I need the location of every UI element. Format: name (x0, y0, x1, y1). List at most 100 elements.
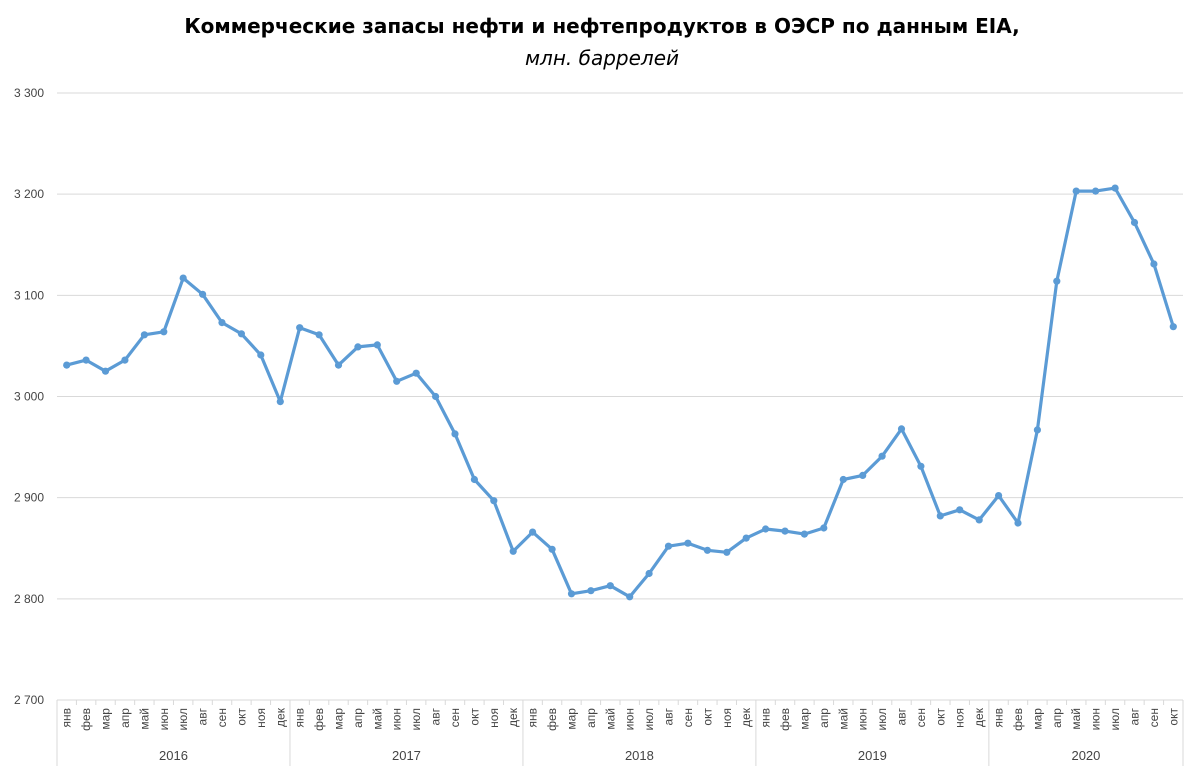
data-point (762, 525, 770, 533)
data-point (393, 377, 401, 385)
data-point (820, 524, 828, 532)
month-label: апр (584, 708, 598, 728)
month-label: ноя (720, 708, 734, 728)
data-point (1150, 260, 1158, 268)
month-label: апр (118, 708, 132, 728)
y-tick-label: 2 900 (14, 491, 44, 505)
data-point (800, 530, 809, 538)
data-point (529, 528, 537, 536)
month-label: авг (662, 707, 676, 725)
month-label: фев (778, 708, 792, 731)
month-label: мар (1030, 708, 1044, 730)
month-label: фев (312, 708, 326, 731)
data-point (63, 361, 71, 369)
y-tick-label: 3 300 (14, 86, 44, 100)
month-label: июн (856, 708, 870, 730)
data-point (723, 548, 731, 556)
month-label: июл (176, 708, 190, 730)
data-point (1033, 426, 1041, 434)
month-label: июл (1108, 708, 1122, 730)
data-point (703, 546, 712, 554)
month-label: сен (1147, 708, 1161, 727)
data-point (509, 547, 517, 555)
month-label: ноя (953, 708, 967, 728)
y-tick-label: 2 700 (14, 693, 44, 707)
month-label: авг (196, 707, 210, 725)
month-label: авг (1127, 707, 1141, 725)
data-point (606, 582, 614, 590)
data-point (1169, 323, 1177, 331)
data-point (373, 341, 381, 349)
data-point (179, 274, 187, 282)
data-point (567, 590, 576, 598)
month-label: дек (739, 707, 753, 727)
data-point (878, 452, 886, 460)
month-label: авг (895, 707, 909, 725)
data-point (218, 319, 226, 327)
month-label: июн (623, 708, 637, 730)
data-point (121, 356, 129, 364)
data-point (548, 545, 556, 553)
month-label: апр (351, 708, 365, 728)
data-point (432, 392, 440, 401)
month-label: апр (1050, 708, 1064, 728)
month-label: сен (914, 708, 928, 727)
month-label: дек (972, 707, 986, 727)
y-tick-label: 3 200 (14, 187, 44, 201)
data-point (995, 492, 1003, 500)
data-point (334, 361, 343, 369)
data-point (237, 330, 245, 338)
data-point (470, 475, 478, 484)
data-point (1014, 519, 1022, 527)
year-label: 2019 (858, 748, 887, 763)
data-point (490, 497, 498, 505)
month-label: окт (933, 708, 947, 726)
month-label: окт (700, 708, 714, 726)
month-label: июл (875, 708, 889, 730)
month-label: мар (332, 708, 346, 730)
series-line (66, 186, 1175, 599)
data-point (1053, 277, 1061, 285)
month-label: окт (467, 708, 481, 726)
month-label: май (137, 708, 151, 730)
data-point (956, 506, 964, 514)
year-label: 2018 (625, 748, 654, 763)
data-point (160, 328, 168, 336)
data-point (645, 569, 653, 578)
data-point (354, 343, 362, 351)
data-point (839, 475, 847, 484)
month-label: мар (99, 708, 113, 730)
month-label: фев (545, 708, 559, 731)
month-label: май (1069, 708, 1083, 730)
month-label: янв (759, 708, 773, 728)
month-label: янв (992, 708, 1006, 728)
data-point (412, 369, 420, 377)
month-label: дек (506, 707, 520, 727)
month-label: сен (681, 708, 695, 727)
data-point (859, 471, 867, 479)
month-label: июл (409, 708, 423, 730)
data-point (917, 462, 925, 470)
month-label: май (836, 708, 850, 730)
data-point (742, 534, 750, 542)
data-point (276, 398, 284, 406)
year-label: 2020 (1071, 748, 1100, 763)
month-label: май (603, 708, 617, 730)
data-point (101, 367, 110, 375)
month-label: янв (526, 708, 540, 728)
month-label: янв (60, 708, 74, 728)
data-point (315, 331, 323, 339)
data-point (1072, 187, 1080, 195)
year-label: 2016 (159, 748, 188, 763)
y-tick-label: 3 100 (14, 288, 44, 302)
month-label: ноя (487, 708, 501, 728)
month-label: июн (1089, 708, 1103, 730)
month-label: сен (448, 708, 462, 727)
data-point (82, 356, 90, 364)
data-point (1130, 218, 1139, 227)
data-point (1092, 187, 1100, 195)
data-point (684, 539, 692, 547)
month-label: ноя (254, 708, 268, 728)
